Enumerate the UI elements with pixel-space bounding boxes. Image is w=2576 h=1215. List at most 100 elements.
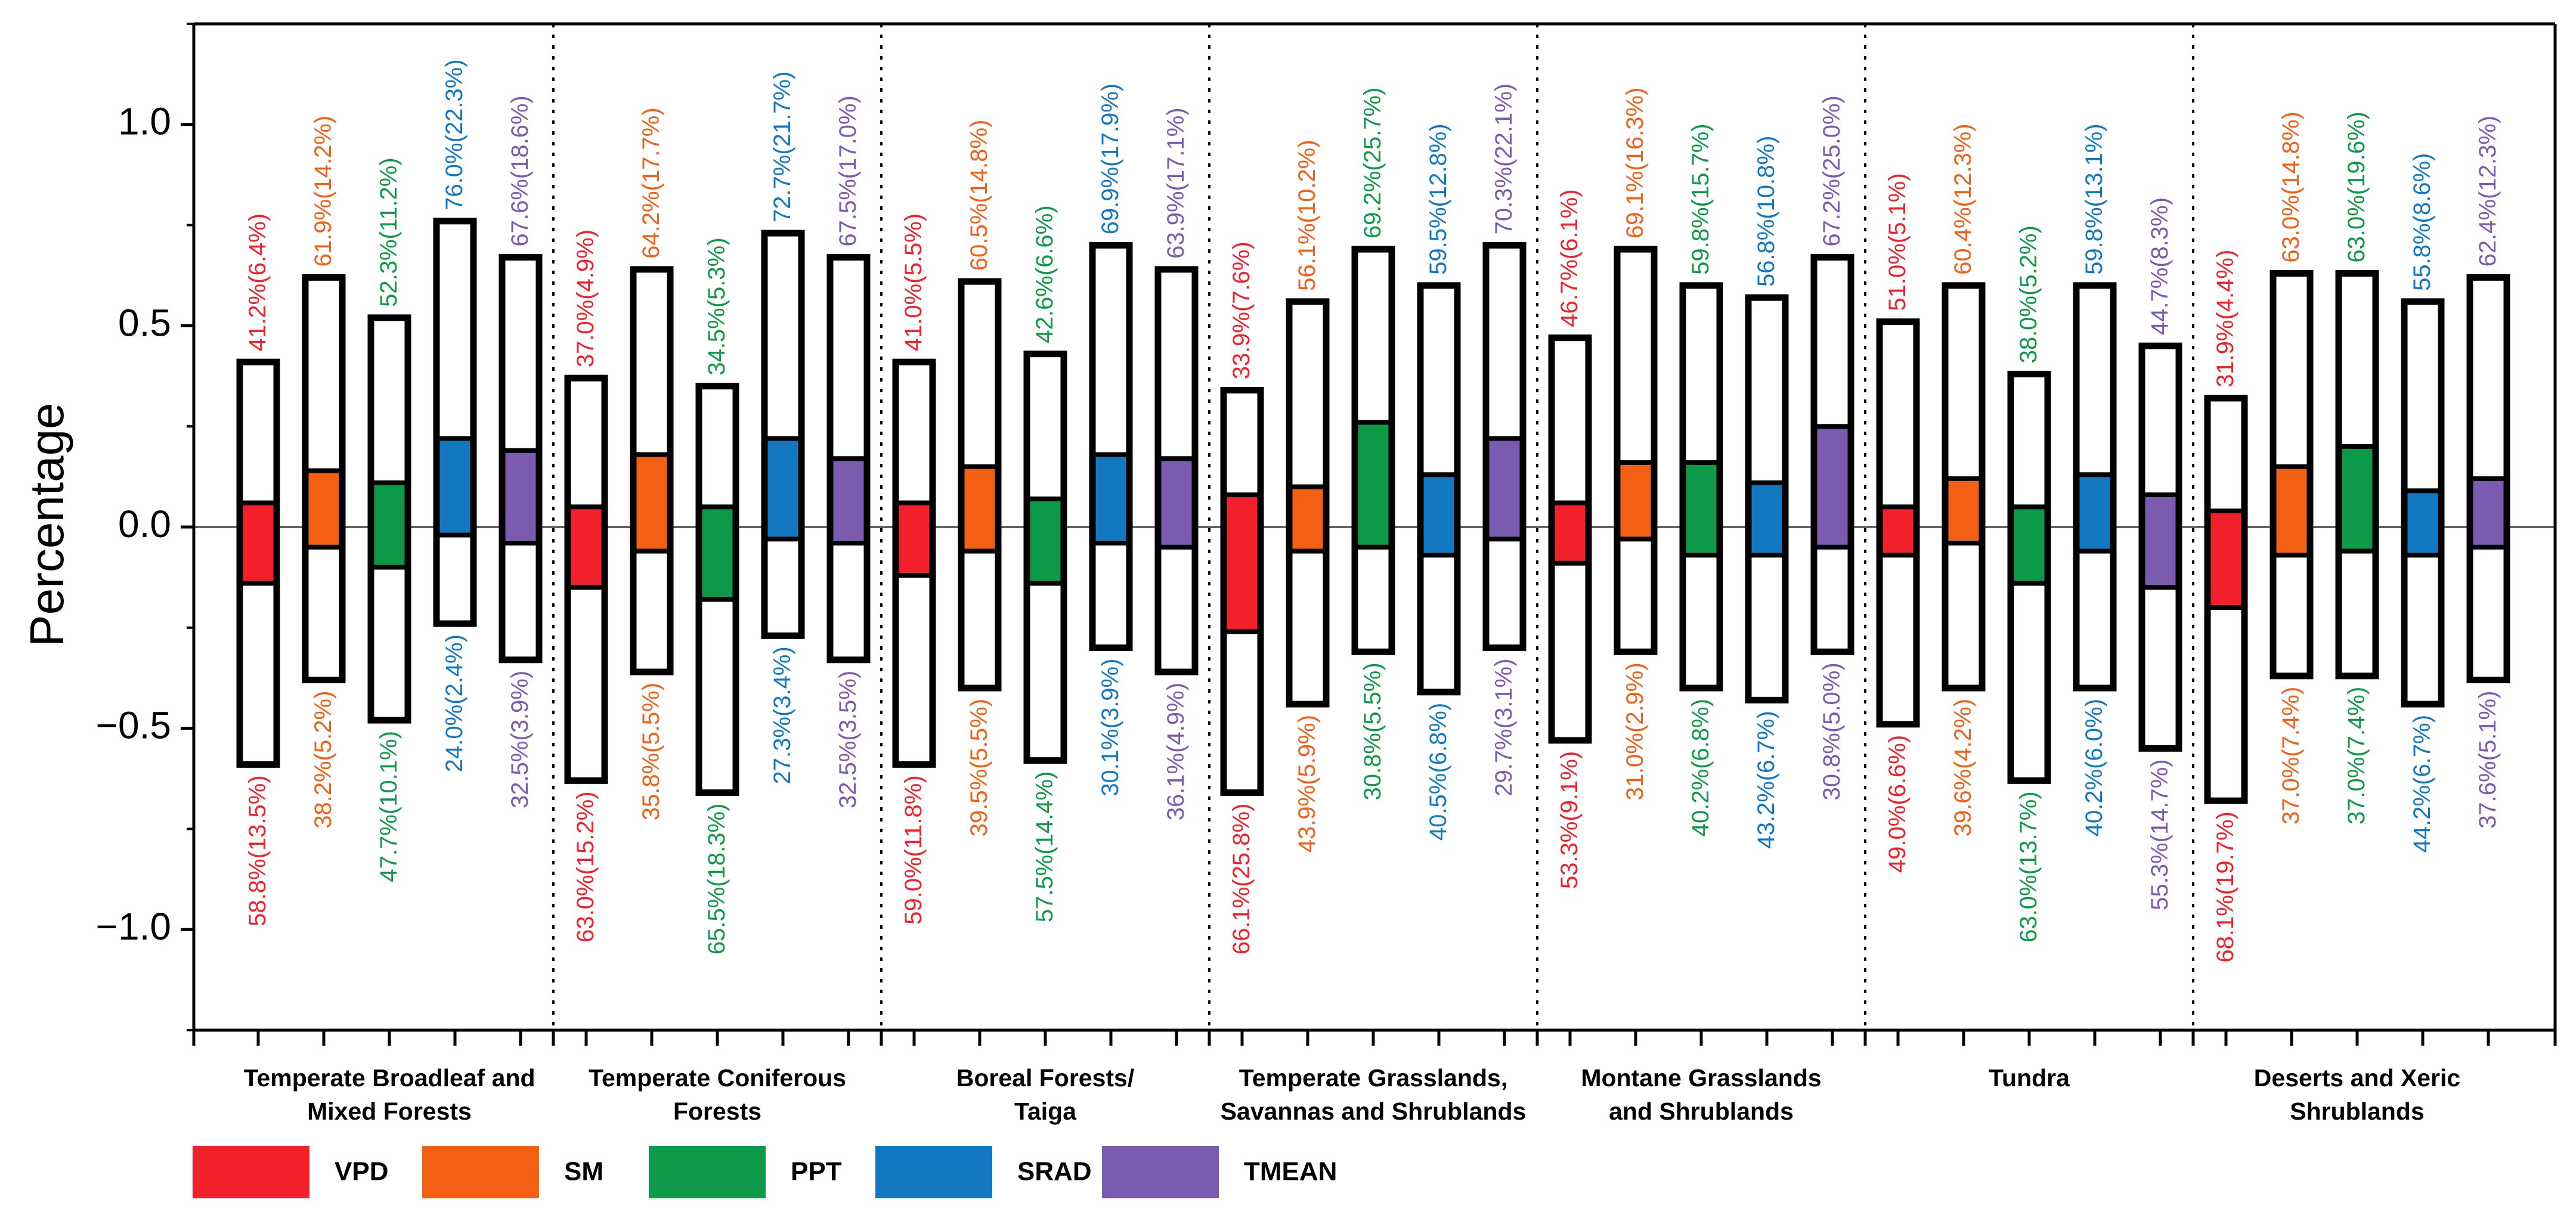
box-colored-segment <box>1289 486 1326 551</box>
box-upper-label: 56.8%(10.8%) <box>1753 136 1779 287</box>
box-outline <box>1417 282 1461 696</box>
legend-item-ppt: PPT <box>649 1146 842 1198</box>
box-colored-segment <box>1224 494 1261 632</box>
box-lower-label: 39.5%(5.5%) <box>966 699 992 836</box>
box-upper-segment <box>371 317 408 483</box>
box-upper-label: 67.6%(18.6%) <box>507 95 533 246</box>
box-outline <box>433 218 477 627</box>
box-lower-segment <box>2076 551 2113 689</box>
box-lower-segment <box>1617 539 1654 652</box>
legend-label: PPT <box>791 1157 842 1186</box>
y-tick-label: −1.0 <box>96 905 171 948</box>
box-lower-segment <box>1092 543 1129 648</box>
box-lower-label: 55.3%(14.7%) <box>2147 759 2173 910</box>
box-upper-segment <box>502 257 539 451</box>
box-upper-segment <box>1486 245 1523 439</box>
box-ppt <box>367 314 411 724</box>
box-outline <box>1220 386 1264 796</box>
box-outline <box>695 383 739 796</box>
box-lower-segment <box>502 543 539 660</box>
category-labels: Temperate Broadleaf and Mixed Forests Temp… <box>243 1064 2460 1125</box>
legend-swatch <box>1102 1146 1219 1198</box>
box-tmean <box>1154 266 1199 675</box>
box-lower-label: 37.0%(7.4%) <box>2278 687 2304 825</box>
box-colored-segment <box>2404 491 2441 556</box>
box-upper-segment <box>633 269 670 455</box>
box-colored-segment <box>2142 494 2179 588</box>
box-lower-label: 47.7%(10.1%) <box>376 731 402 882</box>
box-outline <box>1286 298 1330 708</box>
box-lower-label: 43.9%(5.9%) <box>1294 715 1320 853</box>
box-lower-segment <box>2273 555 2310 676</box>
box-srad <box>761 230 805 639</box>
box-upper-segment <box>240 362 277 503</box>
box-upper-label: 55.8%(8.6%) <box>2409 153 2435 291</box>
category-label: Mixed Forests <box>307 1098 472 1125</box>
box-sm <box>302 274 346 684</box>
box-lower-label: 35.8%(5.5%) <box>638 683 664 820</box>
box-ppt <box>1351 246 1395 655</box>
box-lower-label: 63.0%(13.7%) <box>2015 791 2042 942</box>
legend-swatch <box>422 1146 539 1198</box>
box-lower-segment <box>1814 547 1851 652</box>
category-label: Tundra <box>1989 1064 2070 1092</box>
box-upper-label: 69.1%(16.3%) <box>1622 88 1648 238</box>
legend-label: SM <box>564 1157 603 1186</box>
box-srad <box>1089 241 1133 652</box>
box-outline <box>499 254 543 664</box>
category-label: Temperate Coniferous <box>589 1064 846 1092</box>
box-upper-label: 69.9%(17.9%) <box>1097 83 1123 234</box>
box-upper-label: 33.9%(7.6%) <box>1228 241 1255 379</box>
box-colored-segment <box>371 482 408 568</box>
box-colored-segment <box>2207 510 2244 608</box>
box-upper-segment <box>2339 273 2376 447</box>
box-outline <box>630 266 674 675</box>
box-lower-segment <box>1945 543 1982 689</box>
box-upper-segment <box>830 257 867 459</box>
box-upper-segment <box>1814 257 1851 427</box>
box-lower-label: 65.5%(18.3%) <box>704 804 730 954</box>
box-colored-segment <box>1552 503 1589 563</box>
box-sm <box>1286 298 1330 708</box>
box-upper-segment <box>2470 277 2507 479</box>
box-outline <box>1154 266 1199 675</box>
box-lower-label: 68.1%(19.7%) <box>2212 811 2238 962</box>
box-outline <box>236 358 280 768</box>
box-upper-label: 41.2%(6.4%) <box>244 213 271 351</box>
box-srad <box>2073 282 2117 692</box>
box-outline <box>2270 270 2314 680</box>
box-upper-label: 59.8%(15.7%) <box>1688 123 1714 274</box>
box-upper-segment <box>1945 285 1982 479</box>
box-colored-segment <box>1092 454 1129 544</box>
box-upper-segment <box>961 281 998 467</box>
box-upper-label: 38.0%(5.2%) <box>2015 225 2042 363</box>
box-upper-segment <box>1683 285 1720 463</box>
box-lower-label: 30.8%(5.5%) <box>1360 662 1386 800</box>
box-ppt <box>1023 351 1067 764</box>
box-lower-segment <box>436 535 473 624</box>
box-upper-label: 41.0%(5.5%) <box>900 213 927 351</box>
box-lower-segment <box>2339 551 2376 676</box>
box-upper-label: 61.9%(14.2%) <box>310 116 336 266</box>
box-upper-segment <box>568 378 605 507</box>
box-upper-segment <box>1224 390 1261 495</box>
box-colored-segment <box>896 503 933 576</box>
box-upper-label: 52.3%(11.2%) <box>376 157 402 307</box>
box-sm <box>1614 246 1658 655</box>
box-lower-label: 43.2%(6.7%) <box>1753 711 1779 848</box>
box-upper-label: 72.7%(21.7%) <box>769 72 795 222</box>
box-lower-segment <box>1683 555 1720 689</box>
box-sm <box>958 278 1002 692</box>
box-lower-label: 32.5%(3.5%) <box>835 671 861 808</box>
box-ppt <box>1679 282 1723 692</box>
box-colored-segment <box>305 470 342 547</box>
box-lower-segment <box>633 551 670 672</box>
box-upper-label: 56.1%(10.2%) <box>1294 140 1320 290</box>
box-tmean <box>2138 342 2182 752</box>
box-colored-segment <box>1814 426 1851 547</box>
box-colored-segment <box>1486 438 1523 540</box>
box-outline <box>1351 246 1395 655</box>
chart-data-labels: 41.2%(6.4%) 58.8%(13.5%) 61.9%(14.2%) 38.2%… <box>244 59 2501 962</box>
box-upper-label: 63.0%(14.8%) <box>2278 111 2304 262</box>
box-outline <box>1942 282 1986 692</box>
